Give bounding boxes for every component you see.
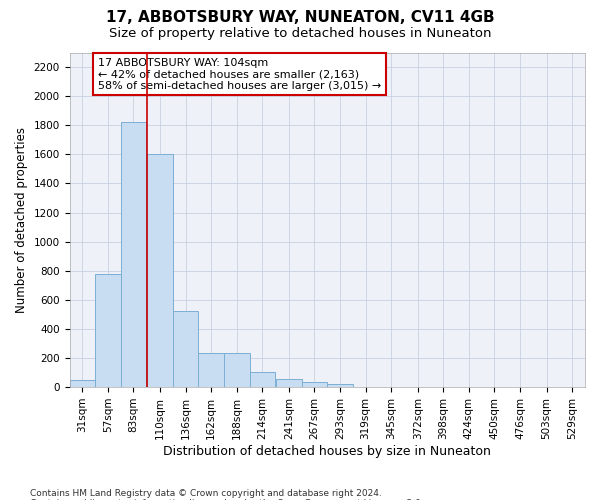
Text: Contains HM Land Registry data © Crown copyright and database right 2024.: Contains HM Land Registry data © Crown c… [30,488,382,498]
Bar [224,353,250,387]
Bar [95,274,121,387]
X-axis label: Distribution of detached houses by size in Nuneaton: Distribution of detached houses by size … [163,444,491,458]
Bar [121,122,146,387]
Bar [302,382,327,387]
Text: 17 ABBOTSBURY WAY: 104sqm
← 42% of detached houses are smaller (2,163)
58% of se: 17 ABBOTSBURY WAY: 104sqm ← 42% of detac… [98,58,381,90]
Bar [147,154,173,387]
Bar [250,372,275,387]
Text: Contains public sector information licensed under the Open Government Licence v3: Contains public sector information licen… [30,498,424,500]
Bar [70,380,95,387]
Bar [199,353,224,387]
Text: 17, ABBOTSBURY WAY, NUNEATON, CV11 4GB: 17, ABBOTSBURY WAY, NUNEATON, CV11 4GB [106,10,494,25]
Bar [327,384,353,387]
Text: Size of property relative to detached houses in Nuneaton: Size of property relative to detached ho… [109,28,491,40]
Bar [276,379,302,387]
Y-axis label: Number of detached properties: Number of detached properties [15,127,28,313]
Bar [173,312,199,387]
